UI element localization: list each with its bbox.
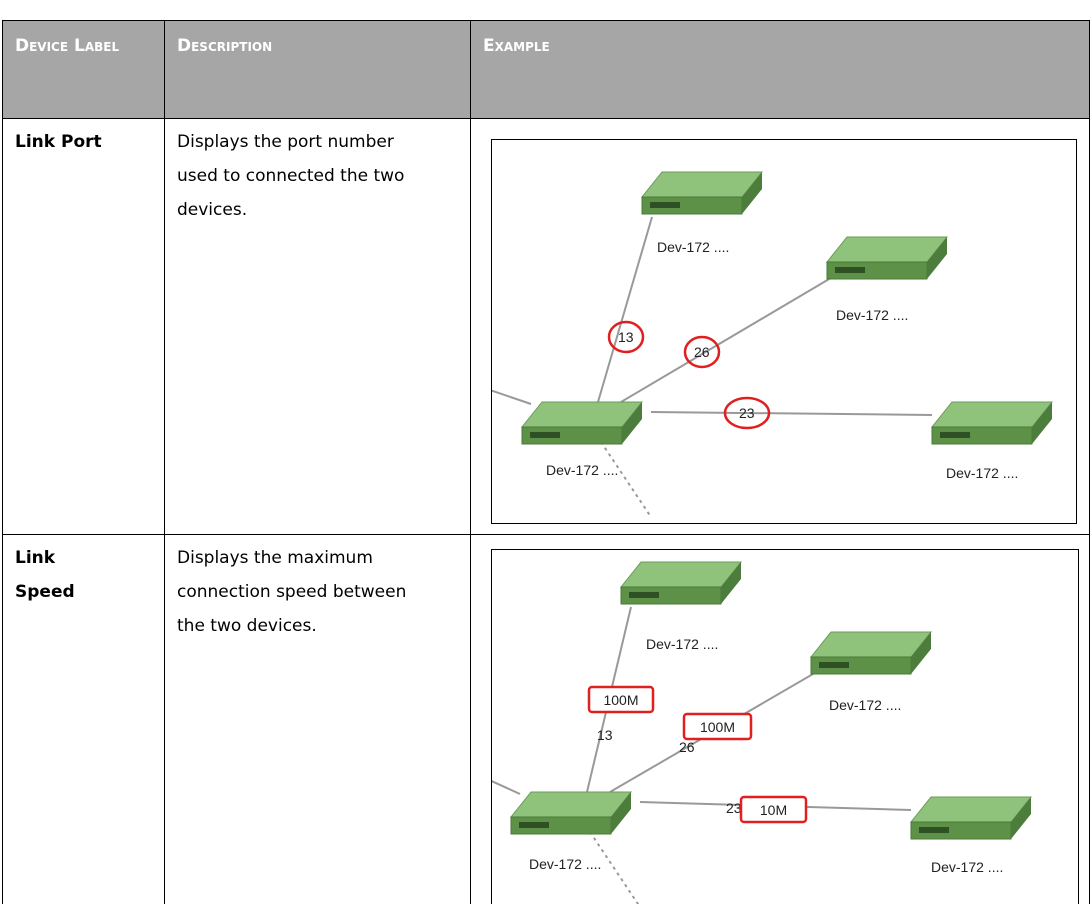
device-top	[909, 796, 1033, 823]
device-label: Dev-172 ....	[931, 859, 1003, 875]
device-side	[611, 792, 631, 834]
description-cell: Displays the port number used to connect…	[164, 118, 471, 535]
speed-label: 10M	[760, 802, 787, 818]
device-port-strip	[650, 202, 680, 208]
device-port-strip	[819, 662, 849, 668]
highlight-box	[682, 712, 753, 741]
example-cell: Dev-172 .... Dev-172 .... Dev-172 .... Dev-…	[470, 118, 1090, 535]
link-line	[620, 271, 842, 403]
device-label: Dev-172 ....	[829, 697, 901, 713]
device-port-strip	[919, 827, 949, 833]
device-side	[622, 402, 642, 444]
device-port-strip	[629, 592, 659, 598]
table-row: Link Port Displays the port number used …	[2, 118, 1090, 535]
speed-label: 100M	[700, 719, 735, 735]
device-port-strip	[835, 267, 865, 273]
label-cell: Link Speed	[2, 534, 165, 904]
device-label-table: Device Label Description Example Link Po…	[2, 20, 1090, 904]
highlight-circle	[683, 335, 721, 369]
port-label: 23	[739, 405, 755, 421]
device-port-strip	[940, 432, 970, 438]
label-cell: Link Port	[2, 118, 165, 535]
device-label: Dev-172 ....	[836, 307, 908, 323]
device-top	[520, 401, 644, 428]
device-side	[911, 632, 931, 674]
link-line	[492, 780, 521, 795]
port-label: 13	[618, 329, 634, 345]
port-label: 23	[726, 800, 742, 816]
port-label: 26	[694, 344, 710, 360]
table-row: Link Speed Displays the maximum connecti…	[2, 534, 1090, 904]
description-cell: Displays the maximum connection speed be…	[164, 534, 471, 904]
speed-label: 100M	[603, 692, 638, 708]
link-line	[597, 216, 653, 403]
header-cell: Device Label	[2, 20, 165, 119]
highlight-circle	[607, 320, 645, 354]
highlight-circle	[723, 396, 771, 430]
link-line	[600, 441, 652, 518]
port-label: 13	[597, 727, 613, 743]
example-cell: Dev-172 .... Dev-172 .... Dev-172 .... Dev-…	[470, 534, 1090, 904]
device-top	[825, 236, 949, 263]
device-label: Dev-172 ....	[546, 462, 618, 478]
device-top	[509, 791, 633, 818]
highlight-box	[739, 795, 808, 824]
header-row: Device Label Description Example	[2, 20, 1090, 119]
device-side	[721, 562, 741, 604]
device-port-strip	[530, 432, 560, 438]
highlight-box	[587, 685, 655, 714]
device-top	[640, 171, 764, 198]
device-side	[927, 237, 947, 279]
device-top	[809, 631, 933, 658]
device-side	[1032, 402, 1052, 444]
example-image: Dev-172 .... Dev-172 .... Dev-172 .... Dev-…	[491, 549, 1079, 904]
device-side	[1011, 797, 1031, 839]
label: Link Speed	[15, 548, 75, 602]
link-line	[650, 411, 933, 416]
device-top	[619, 561, 743, 588]
port-label: 26	[679, 739, 695, 755]
link-line	[492, 389, 532, 405]
device-label: Dev-172 ....	[657, 239, 729, 255]
header-cell: Example	[470, 20, 1090, 119]
device-port-strip	[519, 822, 549, 828]
device-top	[930, 401, 1054, 428]
example-image: Dev-172 .... Dev-172 .... Dev-172 .... Dev-…	[491, 139, 1077, 524]
description: Displays the port number used to connect…	[177, 132, 405, 220]
description: Displays the maximum connection speed be…	[177, 548, 407, 636]
device-label: Dev-172 ....	[529, 856, 601, 872]
link-line	[589, 831, 640, 904]
device-label: Dev-172 ....	[946, 465, 1018, 481]
device-side	[742, 172, 762, 214]
device-label: Dev-172 ....	[646, 636, 718, 652]
header-cell: Description	[164, 20, 471, 119]
